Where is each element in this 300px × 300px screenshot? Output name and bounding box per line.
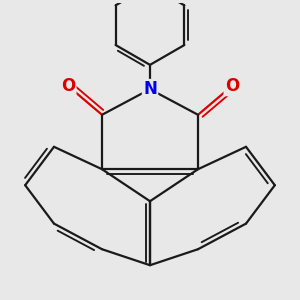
Text: N: N [143, 80, 157, 98]
Text: O: O [61, 77, 75, 95]
Text: O: O [225, 77, 239, 95]
